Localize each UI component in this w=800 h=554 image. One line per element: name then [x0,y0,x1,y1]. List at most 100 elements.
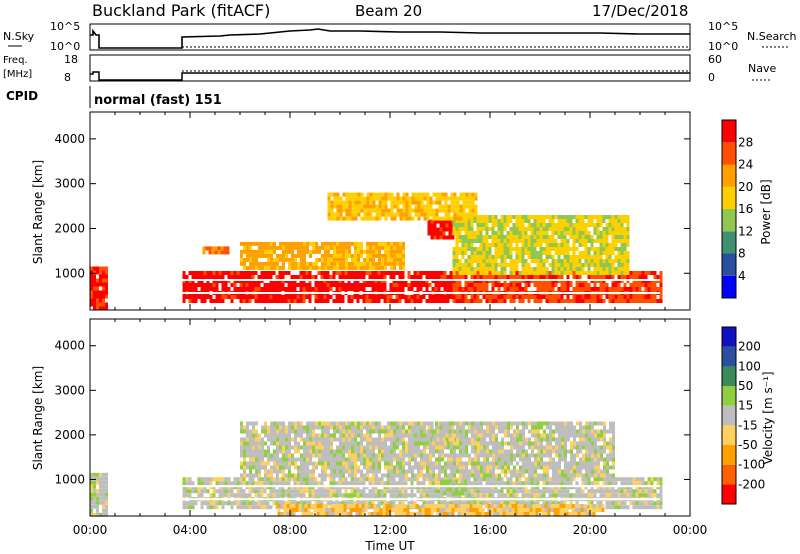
power-cell [632,287,636,291]
power-cell [414,192,418,197]
velocity-cell [536,501,540,506]
power-cell [464,287,468,291]
power-cell [357,245,360,250]
power-cell [369,253,372,258]
velocity-cell [635,489,639,494]
power-cell [211,250,215,255]
power-cell [243,261,246,266]
velocity-cell [366,461,369,466]
power-cell [252,241,255,246]
velocity-cell [290,489,294,494]
velocity-cell [632,505,636,510]
velocity-cell [354,461,357,466]
power-cell [444,192,448,197]
power-cell [435,200,439,205]
power-cell [500,215,504,219]
velocity-cell [270,465,273,470]
power-cell [515,295,519,299]
power-cell [327,253,330,258]
power-cell [617,219,621,223]
velocity-cell [312,445,315,450]
power-cell [614,239,618,243]
velocity-cell [343,508,347,512]
velocity-cell [293,501,297,506]
velocity-cell [353,477,357,482]
velocity-cell [358,504,362,508]
velocity-cell [359,477,363,482]
power-cell [426,204,430,209]
velocity-cell [336,445,339,450]
velocity-cell [476,477,480,482]
power-cell [551,247,555,251]
velocity-cell [431,501,435,506]
velocity-cell [372,445,375,450]
velocity-cell [392,481,396,486]
velocity-cell [221,501,225,506]
power-cell [554,299,558,303]
velocity-cell [236,489,240,494]
power-cell [303,241,306,246]
power-cell [345,212,349,217]
velocity-cell [427,512,431,516]
power-cell [351,265,354,270]
velocity-cell [472,512,476,516]
velocity-cell [288,437,291,442]
power-cell [380,271,384,275]
velocity-cell [375,473,378,478]
velocity-cell [276,433,279,438]
power-cell [626,263,630,267]
velocity-cell [286,504,290,508]
velocity-cell [511,504,515,508]
velocity-cell [356,489,360,494]
velocity-cell [200,501,204,506]
power-cell [383,299,387,303]
velocity-cell [365,477,369,482]
power-cell [245,295,249,299]
power-cell [620,295,624,299]
velocity-cell [387,445,390,450]
power-cell [614,267,618,271]
power-cell [488,247,492,251]
velocity-cell [355,508,359,512]
power-cell [261,253,264,258]
velocity-cell [467,481,471,486]
power-cell [551,267,555,271]
power-cell [509,247,513,251]
velocity-cell [560,489,564,494]
power-cell [447,216,451,221]
velocity-cell [105,508,108,513]
power-cell [444,208,448,213]
velocity-cell [318,421,321,426]
velocity-cell [240,425,243,430]
power-cell [282,265,285,270]
velocity-cell [312,437,315,442]
power-cell [217,246,221,251]
power-cell [563,287,567,291]
power-cell [530,271,534,275]
power-cell [578,271,582,275]
velocity-cell [273,425,276,430]
velocity-cell [653,501,657,506]
power-cell [491,235,495,239]
power-cell [476,227,480,231]
power-cell [557,275,561,279]
power-cell [554,275,558,279]
velocity-cell [306,437,309,442]
power-cell [482,295,486,299]
velocity-cell [297,441,300,446]
velocity-cell [404,477,408,482]
power-cell [236,271,240,275]
velocity-cell [292,512,296,516]
power-cell [302,287,306,291]
power-cell [336,192,340,197]
velocity-cell [276,449,279,454]
power-cell [596,251,600,255]
power-cell [257,299,261,303]
power-cell [437,299,441,303]
velocity-cell [291,429,294,434]
velocity-cell [380,481,384,486]
power-cell [336,249,339,254]
power-cell [650,295,654,299]
power-cell [330,212,334,217]
power-cell [312,261,315,266]
